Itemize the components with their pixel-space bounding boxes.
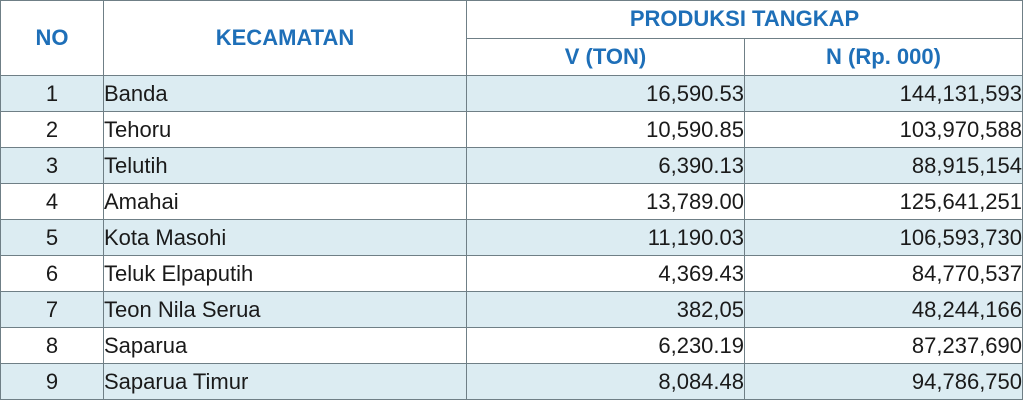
header-produksi-tangkap: PRODUKSI TANGKAP: [465, 0, 1024, 39]
cell-volume: 6,230.19: [466, 327, 745, 364]
cell-volume: 16,590.53: [466, 75, 745, 112]
table-body: 1 Banda 16,590.53 144,131,593 2 Tehoru 10,590.…: [0, 75, 1024, 400]
table-row: 2 Tehoru 10,590.85 103,970,588: [0, 111, 1024, 148]
cell-kecamatan: Amahai: [103, 183, 467, 220]
cell-kecamatan: Saparua Timur: [103, 363, 467, 400]
cell-nilai: 84,770,537: [743, 255, 1024, 292]
header-no: NO: [0, 0, 104, 76]
production-table: NO KECAMATAN PRODUKSI TANGKAP V (TON) N …: [0, 0, 1024, 400]
table-row: 9 Saparua Timur 8,084.48 94,786,750: [0, 363, 1024, 400]
cell-no: 3: [0, 147, 104, 184]
cell-volume: 8,084.48: [466, 363, 745, 400]
table-row: 1 Banda 16,590.53 144,131,593: [0, 75, 1024, 112]
cell-kecamatan: Teluk Elpaputih: [103, 255, 467, 292]
cell-nilai: 88,915,154: [743, 147, 1024, 184]
cell-volume: 10,590.85: [466, 111, 745, 148]
cell-no: 1: [0, 75, 104, 112]
table-row: 3 Telutih 6,390.13 88,915,154: [0, 147, 1024, 184]
cell-kecamatan: Saparua: [103, 327, 467, 364]
cell-nilai: 144,131,593: [743, 75, 1024, 112]
cell-volume: 4,369.43: [466, 255, 745, 292]
cell-no: 6: [0, 255, 104, 292]
table-row: 5 Kota Masohi 11,190.03 106,593,730: [0, 219, 1024, 256]
cell-no: 7: [0, 291, 104, 328]
cell-no: 5: [0, 219, 104, 256]
cell-kecamatan: Teon Nila Serua: [103, 291, 467, 328]
cell-volume: 6,390.13: [466, 147, 745, 184]
cell-nilai: 125,641,251: [743, 183, 1024, 220]
header-nilai: N (Rp. 000): [743, 37, 1024, 76]
cell-nilai: 103,970,588: [743, 111, 1024, 148]
cell-no: 2: [0, 111, 104, 148]
cell-no: 4: [0, 183, 104, 220]
header-kecamatan: KECAMATAN: [103, 0, 467, 76]
cell-volume: 13,789.00: [466, 183, 745, 220]
table-row: 4 Amahai 13,789.00 125,641,251: [0, 183, 1024, 220]
cell-volume: 11,190.03: [466, 219, 745, 256]
table-row: 7 Teon Nila Serua 382,05 48,244,166: [0, 291, 1024, 328]
cell-no: 9: [0, 363, 104, 400]
cell-volume: 382,05: [466, 291, 745, 328]
header-volume: V (TON): [466, 37, 745, 76]
cell-nilai: 48,244,166: [743, 291, 1024, 328]
cell-kecamatan: Banda: [103, 75, 467, 112]
cell-no: 8: [0, 327, 104, 364]
cell-nilai: 106,593,730: [743, 219, 1024, 256]
cell-kecamatan: Tehoru: [103, 111, 467, 148]
cell-kecamatan: Kota Masohi: [103, 219, 467, 256]
cell-kecamatan: Telutih: [103, 147, 467, 184]
table-row: 6 Teluk Elpaputih 4,369.43 84,770,537: [0, 255, 1024, 292]
table-row: 8 Saparua 6,230.19 87,237,690: [0, 327, 1024, 364]
cell-nilai: 94,786,750: [743, 363, 1024, 400]
cell-nilai: 87,237,690: [743, 327, 1024, 364]
